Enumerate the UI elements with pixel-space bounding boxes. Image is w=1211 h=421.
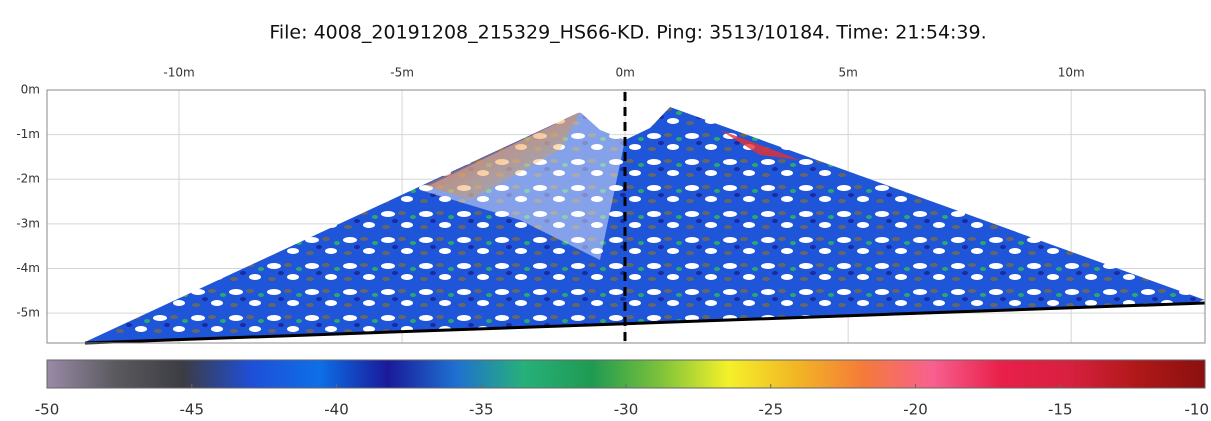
y-tick-label: 0m <box>21 83 40 97</box>
colorbar-tick-label: -20 <box>903 401 928 419</box>
colorbar-tick-label: -50 <box>35 401 60 419</box>
chart-title: File: 4008_20191208_215329_HS66-KD. Ping… <box>269 22 986 44</box>
y-tick-label: -1m <box>16 127 40 141</box>
colorbar-tick-label: -35 <box>469 401 494 419</box>
sonar-shadow <box>420 112 625 260</box>
colorbar-tick-label: -45 <box>180 401 205 419</box>
colorbar-tick-label: -30 <box>614 401 639 419</box>
plot-frame <box>46 89 1206 344</box>
y-tick-label: -2m <box>16 172 40 186</box>
y-tick-label: -3m <box>16 216 40 230</box>
colorbar-tick-label: -15 <box>1048 401 1073 419</box>
y-tick-label: -5m <box>16 306 40 320</box>
sonar-hot <box>720 130 800 160</box>
colorbar-tick-label: -40 <box>324 401 349 419</box>
sonar-hot <box>425 112 580 200</box>
x-tick-label: 5m <box>838 66 857 80</box>
x-tick-label: -5m <box>390 66 414 80</box>
seafloor <box>84 301 1206 345</box>
x-tick-label: 10m <box>1058 66 1085 80</box>
colorbar <box>46 359 1206 389</box>
y-tick-label: -4m <box>16 261 40 275</box>
sonar-fan <box>85 107 1205 343</box>
x-tick-label: 0m <box>615 66 634 80</box>
colorbar-tick-label: -25 <box>759 401 784 419</box>
colorbar-tick-label: -10 <box>1185 401 1210 419</box>
x-tick-label: -10m <box>163 66 194 80</box>
